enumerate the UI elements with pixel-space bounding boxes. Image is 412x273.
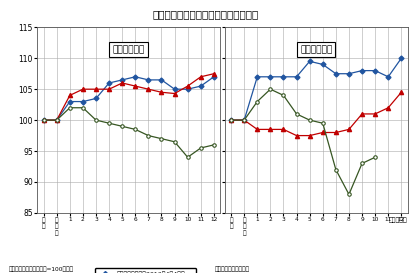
Text: 日経平均株価: 日経平均株価 (300, 45, 332, 54)
Text: ドル円レート: ドル円レート (112, 45, 145, 54)
Text: （注）金融政策変更前日=100とした: （注）金融政策変更前日=100とした (8, 266, 73, 272)
Text: 金融政策変更前後の為替、株価の動き: 金融政策変更前後の為替、株価の動き (153, 10, 259, 20)
Legend: 異次元緩和導入（2013年4月4日）, 追加緩和（2014年10月31日）, マイナス金利導入（2016年1月29日）: 異次元緩和導入（2013年4月4日）, 追加緩和（2014年10月31日）, マ… (95, 268, 197, 273)
Text: （営業日）: （営業日） (389, 217, 408, 222)
Text: （出所）日本経済新聞: （出所）日本経済新聞 (214, 266, 249, 272)
